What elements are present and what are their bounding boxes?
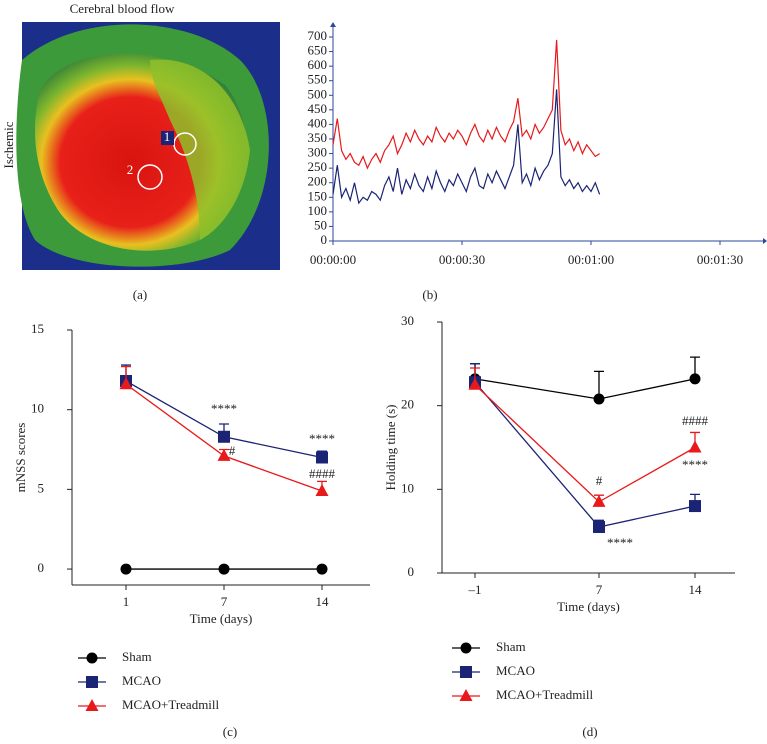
data-point xyxy=(689,500,701,513)
legend-label: Sham xyxy=(496,639,526,654)
y-tick-label: 0 xyxy=(321,232,328,247)
y-axis-label: mNSS scores xyxy=(13,423,28,493)
y-tick-label: 30 xyxy=(401,313,414,328)
y-tick-label: 150 xyxy=(308,188,328,203)
y-tick-label: 650 xyxy=(308,43,328,58)
x-tick-label: 00:01:30 xyxy=(697,252,743,267)
y-tick-label: 200 xyxy=(308,174,328,189)
caption: (c) xyxy=(223,724,237,739)
y-axis-label: Holding time (s) xyxy=(383,405,398,491)
data-point xyxy=(217,448,231,461)
y-tick-label: 5 xyxy=(38,480,45,495)
legend-label: MCAO+Treadmill xyxy=(496,687,594,702)
data-point xyxy=(592,494,606,507)
legend-marker xyxy=(86,676,98,688)
y-tick-label: 450 xyxy=(308,101,328,116)
y-tick-label: 50 xyxy=(314,217,327,232)
image-ylabel: Ischemic xyxy=(1,121,16,168)
data-point xyxy=(315,483,329,496)
y-tick-label: 0 xyxy=(408,564,415,579)
annotation: **** xyxy=(682,457,708,472)
annotation: **** xyxy=(211,401,237,416)
annotation: #### xyxy=(309,466,336,481)
y-tick-label: 10 xyxy=(401,480,414,495)
series-line xyxy=(474,381,696,528)
caption: (d) xyxy=(582,724,597,739)
y-tick-label: 550 xyxy=(308,72,328,87)
y-tick-label: 10 xyxy=(31,401,44,416)
series-line xyxy=(474,384,696,503)
x-tick-label: 1 xyxy=(123,594,130,609)
data-point xyxy=(689,373,701,385)
y-tick-label: 700 xyxy=(308,28,328,43)
legend-label: MCAO xyxy=(496,663,535,678)
annotation: **** xyxy=(309,431,335,446)
data-point xyxy=(120,563,132,575)
legend-marker xyxy=(459,689,473,701)
x-axis-label: Time (days) xyxy=(190,611,253,626)
roi-label: 2 xyxy=(127,162,134,177)
data-point xyxy=(316,563,328,575)
blood-flow-image: 1 2 xyxy=(16,22,280,270)
y-tick-label: 100 xyxy=(308,203,328,218)
x-tick-label: –1 xyxy=(468,582,482,597)
roi-circle xyxy=(137,164,163,190)
annotation: # xyxy=(229,443,236,458)
caption: (b) xyxy=(422,287,437,302)
y-tick-label: 350 xyxy=(308,130,328,145)
data-point xyxy=(316,451,328,464)
image-title: Cerebral blood flow xyxy=(70,1,175,16)
x-axis-label: Time (days) xyxy=(557,599,620,614)
annotation: **** xyxy=(607,535,633,550)
data-point xyxy=(593,393,605,405)
legend-label: Sham xyxy=(122,649,152,664)
data-point xyxy=(119,377,133,390)
y-tick-label: 500 xyxy=(308,86,328,101)
x-tick-label: 7 xyxy=(596,582,603,597)
signal-line xyxy=(332,39,600,170)
legend-label: MCAO xyxy=(122,673,161,688)
series-line xyxy=(125,380,323,459)
y-tick-label: 0 xyxy=(38,560,45,575)
y-tick-label: 15 xyxy=(31,321,44,336)
y-tick-label: 400 xyxy=(308,115,328,130)
y-tick-label: 250 xyxy=(308,159,328,174)
x-tick-label: 00:00:00 xyxy=(310,252,356,267)
legend-marker xyxy=(86,652,98,664)
legend-label: MCAO+Treadmill xyxy=(122,697,220,712)
data-point xyxy=(218,563,230,575)
data-point xyxy=(468,377,482,390)
legend-marker xyxy=(460,666,472,678)
roi-label: 1 xyxy=(164,129,171,144)
data-point xyxy=(688,440,702,453)
x-tick-label: 00:00:30 xyxy=(439,252,485,267)
x-tick-label: 7 xyxy=(221,594,228,609)
x-tick-label: 14 xyxy=(689,582,703,597)
legend-marker xyxy=(85,699,99,711)
roi-label-box xyxy=(161,131,174,145)
y-tick-label: 20 xyxy=(401,397,414,412)
y-tick-label: 600 xyxy=(308,57,328,72)
ischemic-zone xyxy=(150,59,250,240)
series-line xyxy=(474,378,696,400)
y-tick-label: 300 xyxy=(308,145,328,160)
x-tick-label: 00:01:00 xyxy=(568,252,614,267)
signal-line xyxy=(332,89,601,205)
x-axis-arrow xyxy=(763,238,767,244)
data-point xyxy=(593,520,605,533)
data-point xyxy=(218,430,230,443)
y-axis-arrow xyxy=(330,22,336,27)
annotation: #### xyxy=(682,413,709,428)
legend-marker xyxy=(460,642,472,654)
annotation: # xyxy=(596,473,603,488)
caption: (a) xyxy=(133,287,147,302)
x-tick-label: 14 xyxy=(316,594,330,609)
